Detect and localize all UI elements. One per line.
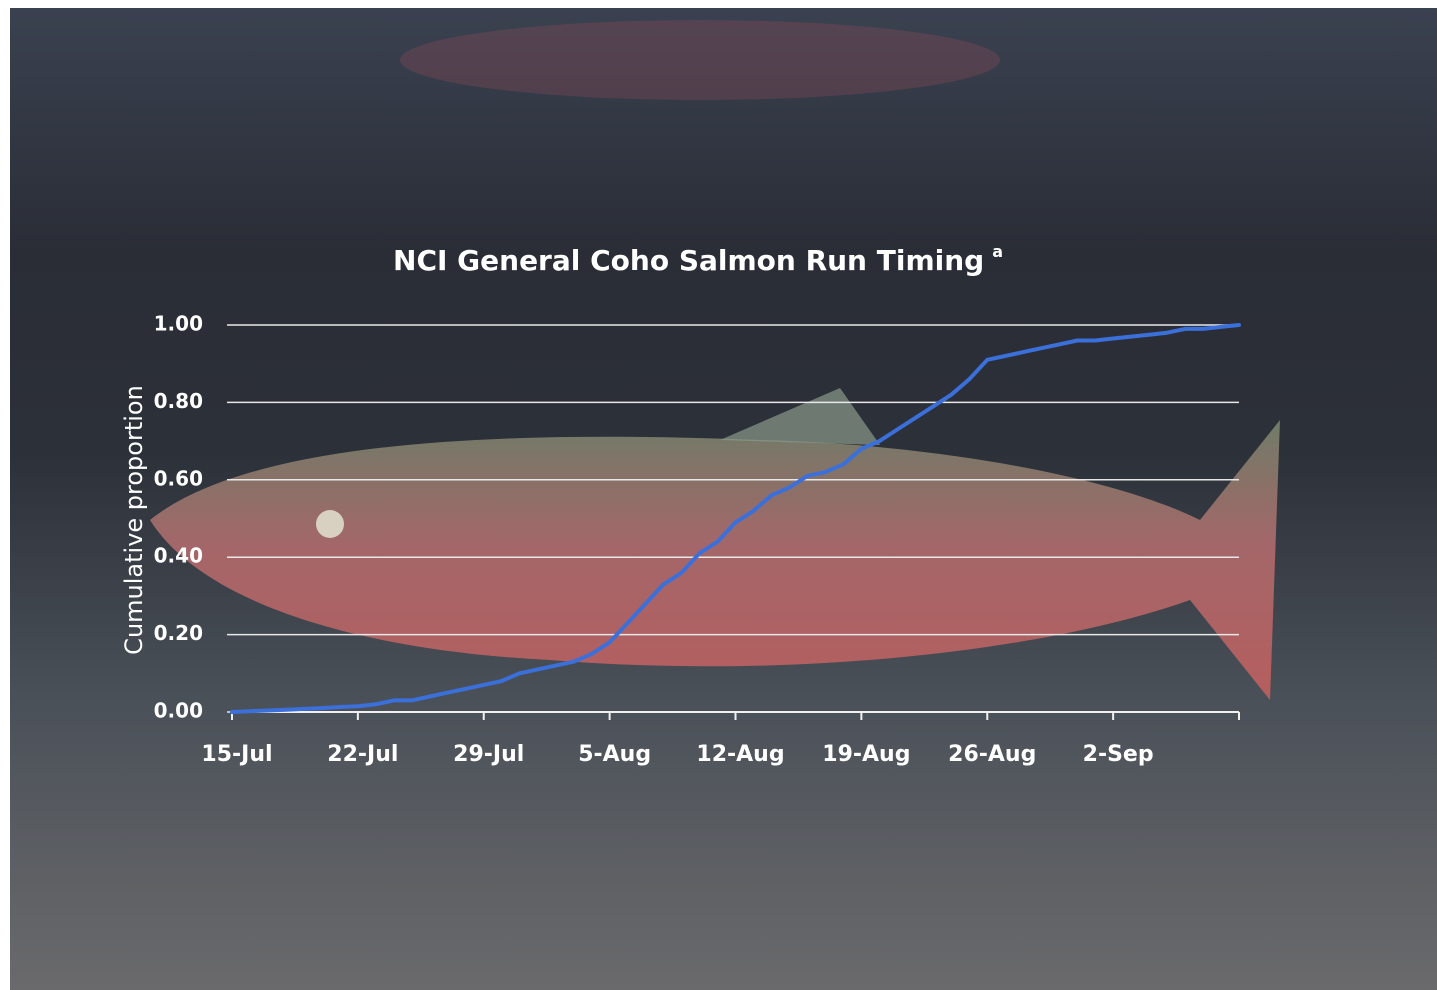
x-tick-label: 22-Jul [327,742,398,767]
y-axis-label: Cumulative proportion [120,385,148,655]
y-tick-label: 0.00 [154,699,203,723]
x-tick-label: 26-Aug [948,742,1036,767]
chart-title: NCI General Coho Salmon Run Timing a [393,242,1003,278]
y-tick-label: 0.60 [154,466,203,490]
fish [150,420,1280,700]
y-tick-label: 0.40 [154,544,203,568]
y-tick-label: 0.80 [154,389,203,413]
x-tick-label: 12-Aug [696,742,784,767]
x-tick-label: 2-Sep [1083,742,1154,767]
reflection [400,20,1000,100]
x-tick-label: 5-Aug [578,742,651,767]
title-superscript: a [992,242,1003,261]
title-text: NCI General Coho Salmon Run Timing [393,244,984,277]
y-tick-label: 0.20 [154,621,203,645]
y-tick-label: 1.00 [154,312,203,336]
x-tick-label: 29-Jul [453,742,524,767]
data-line [230,323,1241,714]
fish-eye [316,510,344,538]
x-tick-label: 19-Aug [822,742,910,767]
x-tick-label: 15-Jul [201,742,272,767]
